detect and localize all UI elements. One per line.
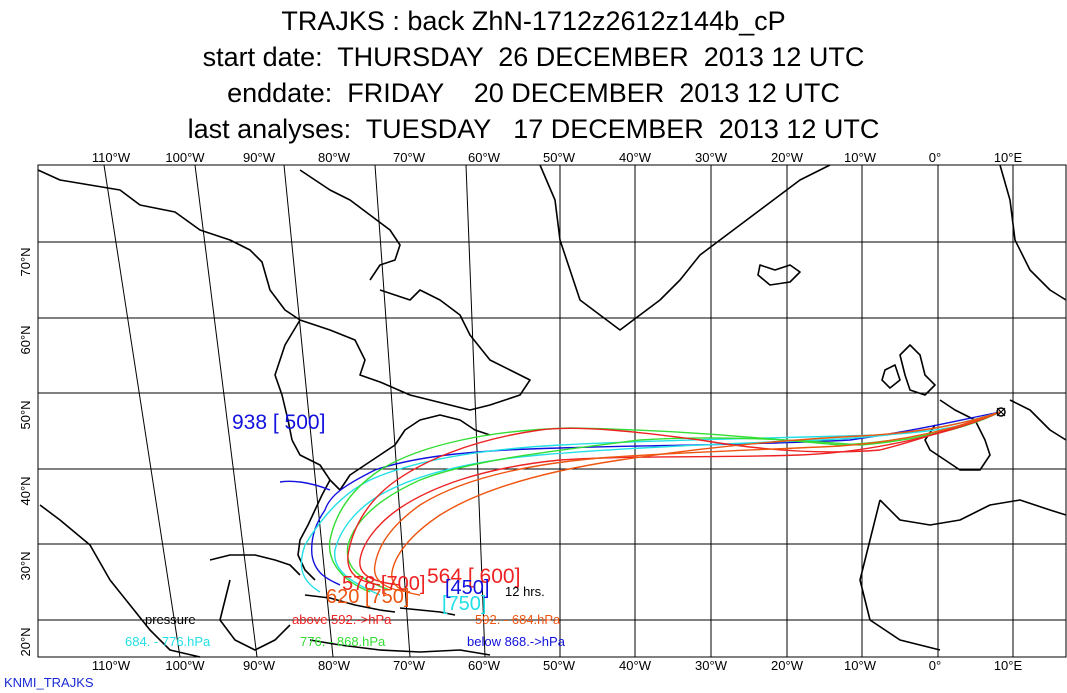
lon-label-bottom-50w: 50°W: [543, 658, 576, 673]
meridian-80w: [374, 164, 411, 658]
hispaniola: [399, 607, 456, 616]
mexico-gulf: [219, 579, 291, 651]
credit-label: KNMI_TRAJKS: [4, 675, 94, 690]
title-line-1: TRAJKS : back ZhN-1712z2612z144b_cP: [281, 6, 786, 36]
trajectory-blue: [279, 411, 1001, 586]
south-america-north: [309, 639, 491, 656]
meridian-90w: [283, 164, 334, 658]
us-northeast-coast: [291, 414, 491, 491]
title-line-2: start date: THURSDAY 26 DECEMBER 2013 12…: [202, 42, 865, 72]
trajectory-green-2: [346, 411, 1001, 591]
meridian-100w: [194, 164, 258, 658]
iceland: [757, 264, 801, 286]
legend-above: above 592.->hPa: [292, 612, 392, 627]
label-red-start: 564 [ 600]: [427, 565, 520, 588]
north-africa: [879, 499, 1067, 526]
lon-label-top-70w: 70°W: [393, 150, 426, 165]
lon-label-top-80w: 80°W: [318, 150, 351, 165]
lon-label-bottom-110w: 110°W: [92, 658, 131, 673]
trajectories: [279, 411, 1001, 596]
gulf-coast: [209, 554, 301, 576]
lat-label-20n: 20°N: [18, 627, 33, 656]
trajectory-red-1: [347, 411, 1001, 586]
meridian-70w: [465, 164, 486, 658]
legend-green-range: 776. - 868.hPa: [300, 634, 386, 649]
label-blue-start: 938 [ 500]: [232, 411, 325, 434]
lon-label-top-50w: 50°W: [543, 150, 576, 165]
lat-label-60n: 60°N: [18, 325, 33, 354]
lon-label-bottom-30w: 30°W: [695, 658, 728, 673]
lon-label-bottom-10w: 10°W: [844, 658, 877, 673]
lon-label-top-110w: 110°W: [92, 150, 131, 165]
mexico-west-coast: [39, 504, 201, 658]
lon-label-bottom-80w: 80°W: [318, 658, 351, 673]
us-east-coast: [297, 479, 331, 581]
lon-label-bottom-100w: 100°W: [165, 658, 205, 673]
title-line-3: enddate: FRIDAY 20 DECEMBER 2013 12 UTC: [227, 78, 840, 108]
map-frame: [37, 164, 1067, 658]
lat-label-40n: 40°N: [18, 476, 33, 505]
lon-labels: 110°W 100°W 90°W 80°W 70°W 60°W 50°W 40°…: [92, 150, 1023, 673]
legend: pressure 684. - 776.hPa above 592.->hPa …: [125, 612, 566, 649]
lat-label-30n: 30°N: [18, 551, 33, 580]
lon-label-bottom-40w: 40°W: [619, 658, 652, 673]
baffin-island: [299, 169, 401, 281]
west-africa: [859, 499, 941, 651]
start-point-cross: [996, 407, 1006, 417]
lat-label-50n: 50°N: [18, 400, 33, 429]
start-point-marker: [996, 407, 1006, 417]
canada-coast: [37, 169, 531, 411]
lon-label-top-0: 0°: [929, 150, 941, 165]
legend-pressure: pressure: [145, 612, 196, 627]
lon-label-top-20w: 20°W: [771, 150, 804, 165]
scandinavia: [999, 164, 1067, 301]
label-interval: 12 hrs.: [505, 584, 545, 599]
lon-label-top-100w: 100°W: [165, 150, 205, 165]
lon-label-bottom-90w: 90°W: [243, 658, 276, 673]
legend-below: below 868.->hPa: [467, 634, 566, 649]
iberia-france: [924, 399, 991, 471]
lon-label-bottom-10e: 10°E: [994, 658, 1023, 673]
lon-label-top-60w: 60°W: [468, 150, 501, 165]
lon-label-bottom-0: 0°: [929, 658, 941, 673]
lon-label-top-10e: 10°E: [994, 150, 1023, 165]
lon-label-top-30w: 30°W: [695, 150, 728, 165]
label-overlap-c: [750]: [442, 593, 486, 615]
trajectory-cyan-2: [334, 411, 1001, 596]
trajectory-orange-1: [373, 411, 1001, 593]
lon-label-bottom-60w: 60°W: [468, 658, 501, 673]
greenland: [539, 164, 831, 331]
great-britain: [899, 344, 936, 396]
coastlines: [37, 164, 1067, 658]
graticule: [38, 164, 1066, 658]
lat-labels: 70°N 60°N 50°N 40°N 30°N 20°N: [18, 247, 33, 656]
label-overlap-a: 578 [700]: [342, 573, 425, 595]
trajectory-orange-2: [391, 411, 1001, 596]
lat-label-70n: 70°N: [18, 247, 33, 276]
title-line-4: last analyses: TUESDAY 17 DECEMBER 2013 …: [187, 114, 880, 144]
label-overlap-b: 620 [750]: [326, 586, 409, 608]
meridian-110w: [103, 164, 181, 658]
lon-label-bottom-20w: 20°W: [771, 658, 804, 673]
lon-label-top-90w: 90°W: [243, 150, 276, 165]
cuba: [304, 594, 396, 613]
legend-orange-range: 592. - 684.hPa: [475, 612, 561, 627]
europe-south: [1009, 399, 1067, 441]
legend-cyan-range: 684. - 776.hPa: [125, 634, 211, 649]
ireland: [881, 364, 901, 389]
trajectory-red-2: [359, 411, 1001, 586]
lon-label-top-10w: 10°W: [844, 150, 877, 165]
lon-label-top-40w: 40°W: [619, 150, 652, 165]
lon-label-bottom-70w: 70°W: [393, 658, 426, 673]
hudson-bay-west: [274, 319, 301, 441]
label-overlap-d: [450]: [445, 577, 489, 599]
